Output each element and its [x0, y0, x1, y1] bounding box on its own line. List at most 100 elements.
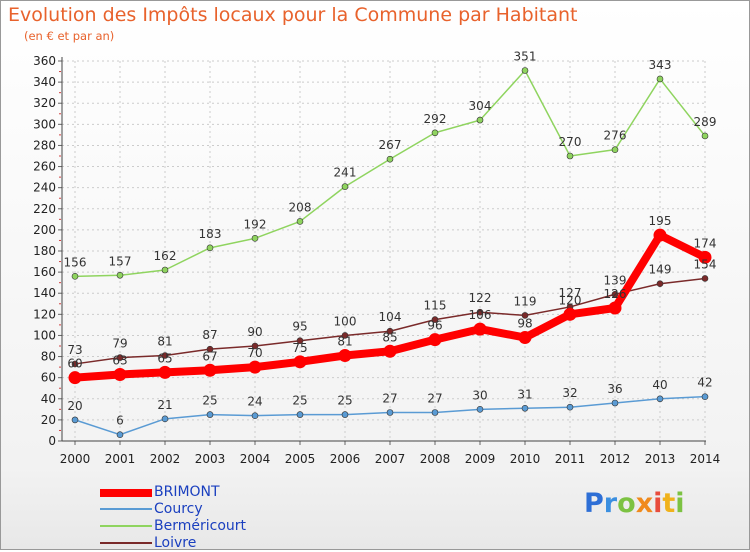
data-point-loivre: [161, 352, 169, 359]
data-point-bermericourt: [476, 116, 484, 124]
legend-label-loivre: Loivre: [154, 535, 197, 551]
y-tick-label: 140: [33, 286, 56, 300]
x-tick-label: 2012: [600, 452, 631, 466]
data-point-bermericourt: [71, 273, 79, 280]
x-tick-label: 2013: [645, 452, 676, 466]
logo-letter: i: [675, 488, 685, 519]
data-point-brimont: [383, 344, 397, 358]
data-point-brimont: [428, 333, 442, 347]
data-label-brimont: 96: [427, 319, 442, 333]
data-point-courcy: [116, 431, 124, 438]
x-tick-label: 2003: [195, 452, 226, 466]
data-label-bermericourt: 192: [244, 217, 267, 231]
data-label-brimont: 67: [202, 349, 217, 363]
legend-label-brimont: BRIMONT: [154, 484, 220, 500]
legend: BRIMONT Courcy Berméricourt Loivre: [100, 484, 360, 552]
y-tick-label: 240: [33, 181, 56, 195]
data-point-bermericourt: [206, 244, 214, 252]
data-label-brimont: 85: [382, 330, 397, 344]
data-label-brimont: 60: [67, 357, 82, 371]
data-point-brimont: [158, 365, 172, 379]
legend-item-courcy[interactable]: Courcy: [100, 501, 360, 518]
data-label-courcy: 42: [697, 376, 712, 390]
y-tick-label: 340: [33, 75, 56, 89]
data-label-loivre: 95: [292, 320, 307, 334]
y-tick-label: 260: [33, 160, 56, 174]
data-point-brimont: [608, 301, 622, 315]
data-label-courcy: 27: [382, 392, 397, 406]
data-point-bermericourt: [611, 146, 619, 153]
data-point-courcy: [611, 399, 619, 407]
data-point-loivre: [521, 312, 529, 319]
data-label-bermericourt: 157: [109, 254, 132, 268]
data-label-loivre: 115: [424, 299, 447, 313]
data-point-bermericourt: [656, 75, 664, 83]
data-label-bermericourt: 304: [469, 99, 492, 113]
data-point-brimont: [248, 360, 262, 374]
data-point-bermericourt: [251, 235, 259, 242]
data-label-brimont: 75: [292, 341, 307, 355]
y-tick-label: 220: [33, 202, 56, 216]
data-label-courcy: 24: [247, 395, 262, 409]
data-label-bermericourt: 156: [64, 255, 87, 269]
data-point-bermericourt: [566, 152, 574, 160]
data-point-bermericourt: [701, 132, 709, 140]
data-label-brimont: 81: [337, 335, 352, 349]
data-label-loivre: 104: [379, 310, 402, 324]
data-point-bermericourt: [296, 218, 304, 225]
legend-item-loivre[interactable]: Loivre: [100, 535, 360, 552]
y-tick-label: 80: [41, 350, 56, 364]
y-tick-label: 360: [33, 54, 56, 68]
data-point-bermericourt: [521, 67, 529, 74]
data-point-courcy: [656, 395, 664, 403]
data-label-loivre: 139: [604, 273, 627, 287]
data-label-brimont: 65: [157, 351, 172, 365]
data-point-loivre: [476, 308, 484, 316]
data-point-brimont: [653, 228, 667, 242]
data-point-brimont: [473, 322, 487, 336]
data-label-brimont: 70: [247, 346, 262, 360]
x-tick-label: 2002: [150, 452, 181, 466]
legend-item-brimont[interactable]: BRIMONT: [100, 484, 360, 501]
logo-letter: o: [617, 488, 636, 519]
data-point-bermericourt: [386, 155, 394, 163]
data-label-loivre: 90: [247, 325, 262, 339]
data-point-brimont: [203, 363, 217, 377]
x-tick-label: 2007: [375, 452, 406, 466]
data-label-bermericourt: 208: [289, 200, 312, 214]
data-point-brimont: [293, 355, 307, 369]
data-point-courcy: [431, 409, 439, 416]
logo-letter: x: [635, 488, 654, 519]
y-tick-label: 320: [33, 96, 56, 110]
y-tick-label: 100: [33, 328, 56, 342]
data-point-courcy: [161, 415, 169, 423]
data-label-courcy: 40: [652, 378, 667, 392]
x-tick-label: 2014: [690, 452, 721, 466]
data-label-bermericourt: 351: [514, 50, 537, 64]
x-tick-label: 2000: [60, 452, 91, 466]
y-tick-label: 0: [48, 434, 56, 448]
data-point-loivre: [296, 337, 304, 345]
legend-swatch-loivre: [100, 542, 152, 544]
y-tick-label: 20: [41, 413, 56, 427]
data-label-courcy: 25: [337, 394, 352, 408]
data-point-courcy: [251, 412, 259, 419]
data-label-bermericourt: 276: [604, 129, 627, 143]
data-point-loivre: [701, 275, 709, 282]
data-label-loivre: 81: [157, 335, 172, 349]
data-label-courcy: 25: [292, 394, 307, 408]
data-point-courcy: [521, 404, 529, 412]
data-label-loivre: 79: [112, 337, 127, 351]
data-label-courcy: 31: [517, 387, 532, 401]
y-tick-label: 120: [33, 307, 56, 321]
data-point-bermericourt: [431, 129, 439, 137]
data-point-courcy: [341, 411, 349, 418]
data-point-brimont: [563, 307, 577, 321]
data-label-courcy: 32: [562, 386, 577, 400]
data-point-bermericourt: [161, 266, 169, 274]
data-point-bermericourt: [341, 183, 349, 190]
data-label-bermericourt: 289: [694, 115, 717, 129]
legend-item-bermericourt[interactable]: Berméricourt: [100, 518, 360, 535]
legend-swatch-courcy: [100, 508, 152, 510]
